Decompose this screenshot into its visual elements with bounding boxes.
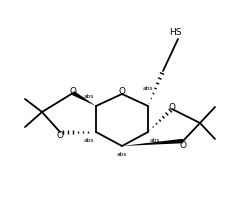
Text: HS: HS [168,28,180,37]
Text: abs: abs [142,86,153,91]
Text: O: O [56,131,63,140]
Text: abs: abs [149,137,160,142]
Text: O: O [168,102,175,111]
Text: abs: abs [116,152,127,157]
Text: abs: abs [84,137,94,142]
Polygon shape [72,92,96,106]
Text: O: O [69,86,76,95]
Text: O: O [179,140,186,149]
Text: abs: abs [84,94,94,99]
Text: O: O [118,86,125,95]
Polygon shape [122,139,182,146]
